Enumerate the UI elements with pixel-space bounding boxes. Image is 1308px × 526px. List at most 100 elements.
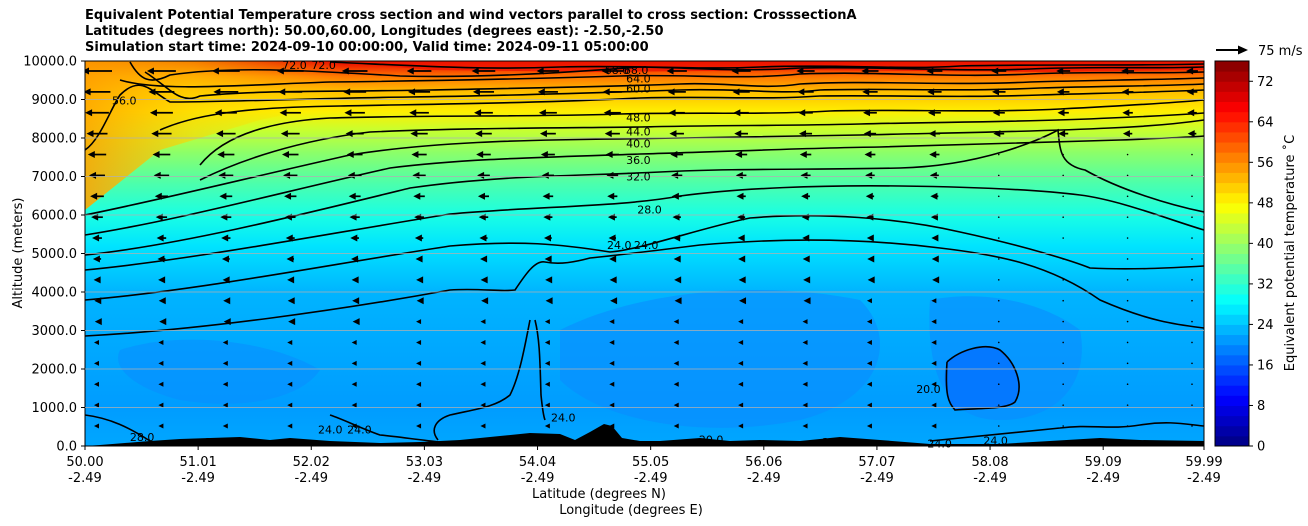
wind-arrow [799, 151, 812, 159]
x-tick-label-lat: 52.02 [293, 455, 330, 470]
colorbar-tick-label: 72 [1257, 75, 1274, 90]
wind-arrow [222, 339, 228, 345]
wind-arrow [94, 423, 99, 429]
wind-arrow [1126, 299, 1129, 302]
x-axis-label-lat: Latitude (degrees N) [532, 487, 666, 502]
wind-arrow [992, 88, 1006, 96]
wind-arrow [866, 339, 872, 345]
wind-arrow [673, 255, 681, 263]
contour-label: 36.0 [626, 154, 651, 167]
wind-arrow [1062, 299, 1064, 302]
wind-arrow [217, 151, 235, 159]
contour-label: 60.0 [626, 82, 651, 95]
wind-arrow [221, 234, 231, 242]
wind-arrow [544, 319, 550, 325]
y-tick-label: 9000.0 [32, 93, 78, 108]
wind-arrow [1126, 383, 1129, 386]
wind-arrow [341, 67, 368, 75]
wind-arrow [865, 171, 875, 179]
wind-arrow [802, 339, 808, 345]
wind-arrow [92, 234, 102, 242]
contour-label: 68.0 [605, 64, 630, 77]
wind-arrow [89, 171, 105, 179]
wind-arrow [158, 276, 166, 284]
wind-arrow [931, 360, 937, 366]
wind-arrow [1062, 425, 1064, 427]
wind-arrow [219, 192, 233, 200]
x-tick-label-lon: -2.49 [747, 471, 781, 486]
wind-arrow [541, 171, 554, 179]
x-tick-label-lat: 57.07 [858, 455, 895, 470]
wind-arrow [94, 339, 99, 345]
wind-arrow [220, 213, 232, 221]
wind-arrow [1191, 404, 1193, 406]
wind-arrow [602, 88, 622, 96]
chart-title-line-3: Simulation start time: 2024-09-10 00:00:… [85, 40, 649, 55]
wind-arrow [216, 130, 236, 138]
quiver-key: 75 m/s [1216, 44, 1303, 59]
wind-arrow [1062, 153, 1064, 156]
colorbar-frame [1214, 60, 1250, 447]
x-tick-label-lon: -2.49 [1086, 471, 1120, 486]
wind-arrow [287, 276, 295, 284]
wind-arrow [545, 276, 553, 284]
wind-arrow [85, 67, 112, 75]
wind-arrow [480, 319, 486, 325]
contour-72 [329, 61, 1204, 69]
contour-label: 68.0 [624, 64, 649, 77]
colorbar-band [1215, 111, 1249, 123]
wind-arrow [802, 234, 810, 242]
wind-arrow [865, 192, 875, 200]
wind-arrow [738, 255, 746, 263]
wind-arrow [1122, 109, 1133, 117]
colorbar-tick-label: 32 [1257, 277, 1274, 292]
wind-arrow [287, 402, 293, 408]
wind-arrow [997, 299, 1000, 302]
wind-arrow [671, 192, 682, 200]
wind-arrow [278, 88, 303, 96]
colorbar-band [1215, 294, 1249, 305]
colorbar [1214, 60, 1250, 447]
wind-arrow [931, 298, 937, 304]
colorbar-band [1215, 415, 1249, 427]
wind-arrow [351, 360, 357, 366]
colorbar-band [1215, 425, 1249, 437]
wind-arrow [352, 318, 360, 326]
wind-arrow [991, 67, 1007, 75]
wind-arrow [738, 381, 744, 387]
wind-arrow [87, 151, 107, 159]
colorbar-band [1215, 91, 1249, 103]
wind-arrow [1126, 195, 1129, 198]
wind-arrow [927, 88, 942, 96]
wind-arrow [1126, 216, 1129, 218]
colorbar-band [1215, 101, 1249, 113]
wind-arrow [471, 67, 496, 75]
wind-arrow [997, 216, 1000, 218]
wind-arrow [673, 423, 679, 429]
wind-arrow [997, 425, 1000, 427]
colorbar-band [1215, 121, 1249, 133]
contour-32 [85, 128, 1204, 256]
wind-arrow [1126, 404, 1129, 406]
wind-arrow [222, 402, 228, 408]
contour-label: 24.0 [927, 438, 952, 451]
contour-64 [119, 71, 1204, 88]
wind-arrow [674, 297, 682, 305]
contour-24a [85, 239, 1204, 337]
colorbar-band [1215, 364, 1249, 376]
wind-arrow [349, 213, 360, 221]
wind-arrow [609, 276, 617, 284]
contour-label: 28.0 [637, 204, 662, 217]
wind-arrow [284, 192, 297, 200]
wind-arrow [280, 130, 300, 138]
wind-arrow [158, 339, 164, 345]
colorbar-tick-label: 48 [1257, 196, 1274, 211]
colorbar-band [1215, 162, 1249, 173]
y-tick-label: 0.0 [56, 440, 77, 455]
wind-arrow [285, 234, 295, 242]
wind-arrow [287, 297, 295, 305]
wind-arrow [416, 423, 422, 429]
contour-label: 64.0 [626, 73, 651, 86]
wind-arrow [931, 339, 937, 345]
wind-arrow [604, 130, 620, 138]
